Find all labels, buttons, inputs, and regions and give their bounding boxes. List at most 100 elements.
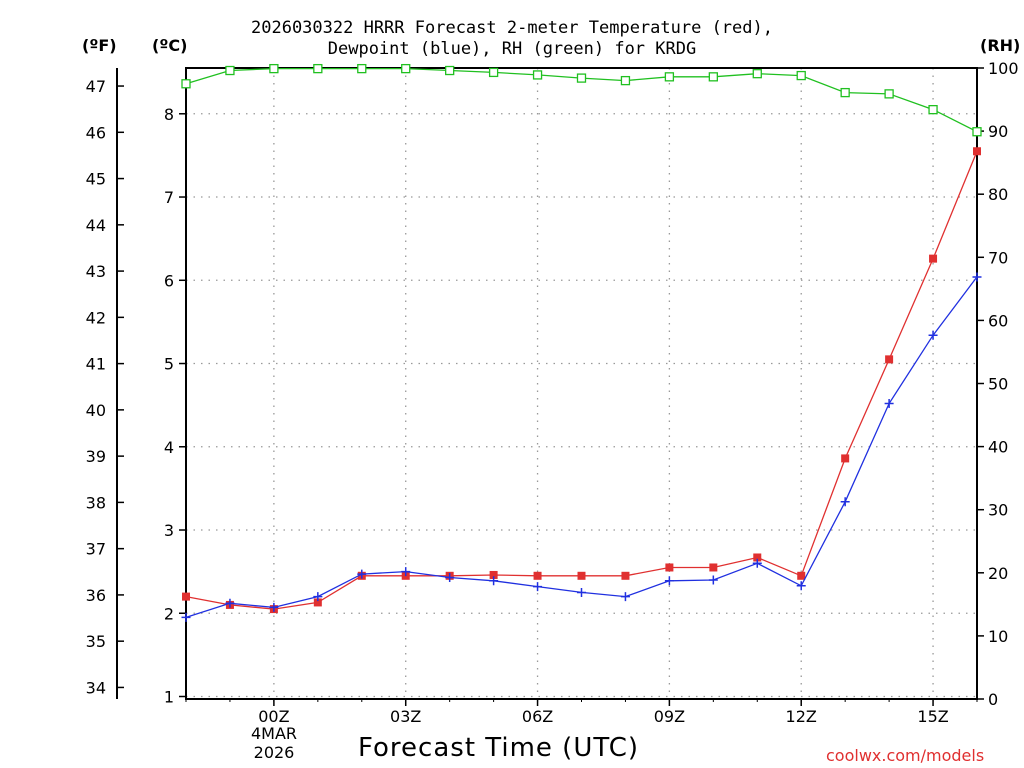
- x-tick-label: 06Z: [522, 707, 553, 726]
- celsius-tick-label: 8: [164, 105, 174, 124]
- temperature-point: [621, 571, 630, 580]
- rh-tick-label: 70: [988, 248, 1008, 267]
- fahrenheit-tick-label: 39: [86, 447, 106, 466]
- fahrenheit-tick-label: 36: [86, 586, 106, 605]
- dewpoint-point: [884, 398, 894, 408]
- dewpoint-point: [181, 612, 191, 622]
- fahrenheit-tick-label: 46: [86, 123, 106, 142]
- fahrenheit-tick-label: 40: [86, 401, 106, 420]
- temperature-point: [533, 571, 542, 580]
- date-label-year: 2026: [253, 743, 295, 762]
- rh-point: [576, 73, 587, 83]
- rh-point: [620, 75, 631, 86]
- temperature-point: [885, 355, 894, 364]
- dewpoint-point: [577, 587, 586, 597]
- rh-point: [181, 79, 191, 89]
- fahrenheit-tick-label: 37: [86, 540, 106, 559]
- dewpoint-point: [225, 598, 235, 608]
- rh-point: [313, 63, 323, 74]
- fahrenheit-tick-label: 34: [86, 678, 106, 697]
- fahrenheit-tick-label: 47: [86, 77, 106, 96]
- dewpoint-point: [269, 602, 279, 612]
- celsius-tick-label: 5: [164, 355, 174, 374]
- dewpoint-point: [401, 567, 411, 577]
- fahrenheit-axis-label: (ºF): [82, 36, 117, 55]
- dewpoint-point: [533, 582, 543, 592]
- temperature-point: [973, 147, 981, 156]
- celsius-tick-label: 3: [164, 521, 174, 540]
- rh-point: [752, 69, 762, 79]
- date-label-month: 4MAR: [251, 724, 298, 743]
- fahrenheit-tick-label: 35: [86, 632, 106, 651]
- rh-tick-label: 30: [988, 501, 1008, 520]
- rh-tick-label: 0: [988, 690, 998, 709]
- celsius-tick-label: 2: [164, 604, 174, 623]
- rh-point: [972, 127, 982, 137]
- credit-link[interactable]: coolwx.com/models: [826, 746, 985, 765]
- fahrenheit-tick-label: 45: [86, 170, 106, 189]
- rh-tick-label: 50: [988, 375, 1008, 394]
- series-line--meter-temperature: [185, 150, 978, 610]
- rh-tick-label: 40: [988, 438, 1008, 457]
- dewpoint-point: [664, 576, 674, 586]
- rh-point: [796, 70, 806, 81]
- dewpoint-point: [752, 558, 762, 568]
- rh-point: [401, 63, 411, 74]
- rh-point: [488, 67, 499, 78]
- rh-point: [664, 72, 675, 82]
- fahrenheit-tick-label: 38: [86, 493, 106, 512]
- rh-tick-label: 80: [988, 185, 1008, 204]
- x-axis-title: Forecast Time (UTC): [358, 733, 640, 763]
- dewpoint-point: [708, 575, 718, 585]
- dewpoint-point: [796, 581, 806, 591]
- x-tick-label: 00Z: [258, 707, 289, 726]
- rh-tick-label: 10: [988, 627, 1008, 646]
- rh-tick-label: 60: [988, 311, 1008, 330]
- temperature-point: [577, 571, 586, 580]
- x-tick-label: 03Z: [390, 707, 421, 726]
- temperature-point: [841, 454, 850, 463]
- rh-point: [532, 70, 543, 80]
- x-tick-label: 15Z: [917, 707, 948, 726]
- temperature-point: [929, 254, 938, 263]
- rh-point: [840, 87, 850, 98]
- rh-point: [225, 65, 235, 76]
- fahrenheit-tick-label: 41: [86, 355, 106, 374]
- celsius-tick-label: 6: [164, 271, 174, 290]
- celsius-tick-label: 1: [164, 688, 174, 707]
- dewpoint-point: [489, 576, 499, 586]
- temperature-point: [709, 563, 718, 572]
- dewpoint-point: [445, 572, 455, 582]
- x-tick-label: 09Z: [654, 707, 685, 726]
- rh-tick-label: 100: [988, 59, 1019, 78]
- dewpoint-point: [840, 497, 850, 507]
- dewpoint-point: [620, 592, 630, 602]
- temperature-point: [665, 563, 674, 572]
- temperature-point: [489, 570, 498, 579]
- rh-point: [928, 104, 938, 115]
- dewpoint-point: [928, 330, 938, 340]
- series-line-dewpoint: [185, 276, 978, 619]
- fahrenheit-tick-label: 44: [86, 216, 106, 235]
- celsius-tick-label: 7: [164, 188, 174, 207]
- rh-point: [357, 63, 367, 74]
- fahrenheit-tick-label: 42: [86, 308, 106, 327]
- celsius-axis-label: (ºC): [152, 36, 188, 55]
- x-tick-label: 12Z: [786, 707, 817, 726]
- rh-point: [445, 65, 455, 76]
- temperature-point: [313, 598, 322, 607]
- dewpoint-point: [313, 592, 323, 602]
- rh-tick-label: 90: [988, 122, 1008, 141]
- celsius-tick-label: 4: [164, 438, 174, 457]
- chart-title-line1: 2026030322 HRRR Forecast 2-meter Tempera…: [251, 18, 773, 38]
- temperature-point: [797, 571, 806, 580]
- rh-tick-label: 20: [988, 564, 1008, 583]
- fahrenheit-tick-label: 43: [86, 262, 106, 281]
- rh-point: [884, 89, 894, 99]
- temperature-point: [182, 592, 190, 601]
- temperature-point: [753, 553, 762, 562]
- chart-title-line2: Dewpoint (blue), RH (green) for KRDG: [327, 39, 697, 59]
- dewpoint-point: [972, 272, 982, 282]
- rh-point: [708, 72, 718, 82]
